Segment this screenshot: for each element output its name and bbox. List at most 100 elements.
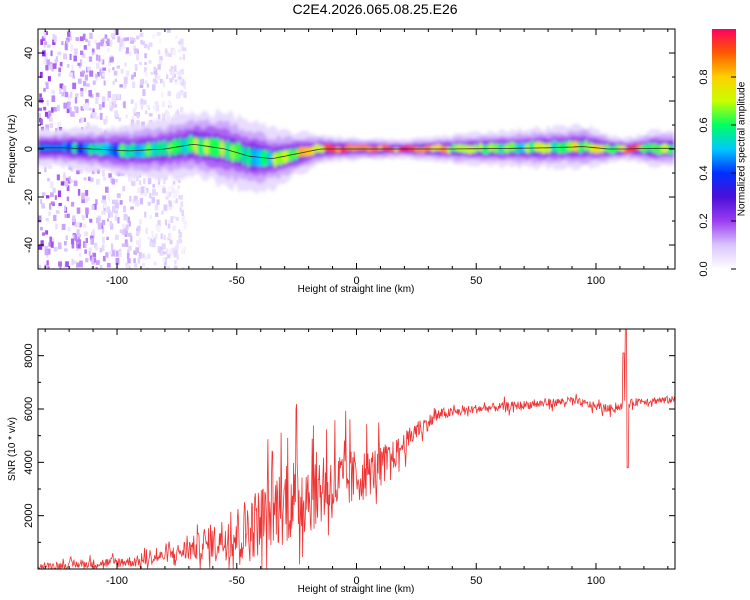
noise-cell <box>116 94 120 99</box>
noise-cell <box>89 70 94 77</box>
noise-cell <box>137 225 141 231</box>
noise-cell <box>144 62 147 66</box>
noise-cell <box>107 194 111 202</box>
ridge-peak <box>550 140 559 153</box>
noise-cell <box>77 78 82 84</box>
noise-cell <box>114 199 119 203</box>
noise-cell <box>73 48 78 55</box>
noise-cell <box>155 223 159 231</box>
noise-cell <box>109 250 112 255</box>
noise-cell <box>139 79 144 85</box>
noise-cell <box>179 56 182 61</box>
noise-cell <box>157 180 160 185</box>
noise-cell <box>166 191 169 199</box>
noise-cell <box>50 192 54 198</box>
noise-cell <box>182 47 187 52</box>
noise-cell <box>130 40 134 44</box>
ridge-peak <box>87 143 94 156</box>
noise-cell <box>50 201 55 205</box>
noise-cell <box>78 64 81 68</box>
noise-cell <box>97 71 100 77</box>
noise-cell <box>145 227 148 234</box>
noise-cell <box>117 217 120 224</box>
noise-cell <box>141 253 145 258</box>
y-tick-label: 4000 <box>23 450 35 474</box>
noise-cell <box>153 105 157 110</box>
noise-cell <box>85 207 89 215</box>
ridge-peak <box>446 146 451 155</box>
noise-cell <box>41 192 46 197</box>
noise-cell <box>48 165 53 169</box>
noise-cell <box>43 106 47 111</box>
noise-cell <box>180 201 184 207</box>
noise-cell <box>82 81 87 87</box>
noise-cell <box>72 215 76 223</box>
noise-cell <box>101 226 105 234</box>
noise-cell <box>62 175 66 182</box>
noise-cell <box>154 72 159 79</box>
noise-cell <box>66 37 70 43</box>
noise-cell <box>161 113 165 120</box>
spectrogram-ridge <box>38 107 674 194</box>
noise-cell <box>177 188 180 194</box>
colorbar-tick-label: 0.6 <box>698 117 710 132</box>
noise-cell <box>135 230 140 237</box>
noise-cell <box>120 68 124 74</box>
ridge-peak <box>335 146 342 154</box>
noise-cell <box>45 124 49 131</box>
noise-cell <box>128 232 132 237</box>
noise-cell <box>133 72 136 77</box>
snr-x-axis: -100 -50 0 50 100 <box>44 329 669 587</box>
noise-cell <box>141 121 145 128</box>
noise-cell <box>83 45 87 50</box>
x-tick-label: -100 <box>106 575 128 587</box>
noise-cell <box>176 109 179 115</box>
noise-cell <box>102 170 105 177</box>
noise-cell <box>147 45 150 51</box>
noise-cell <box>46 59 50 66</box>
noise-cell <box>167 204 171 209</box>
noise-cell <box>135 102 138 110</box>
noise-cell <box>95 73 98 78</box>
noise-cell <box>99 112 103 120</box>
noise-cell <box>95 97 99 104</box>
colorbar: 0.0 0.2 0.4 0.6 0.8 Normalized spectral ampl… <box>698 29 748 277</box>
noise-cell <box>103 119 107 125</box>
noise-cell <box>63 241 67 246</box>
noise-cell <box>151 242 156 248</box>
noise-cell <box>40 39 44 45</box>
noise-cell <box>115 250 119 257</box>
noise-cell <box>157 114 161 120</box>
noise-cell <box>67 227 71 232</box>
ridge-peak <box>451 143 457 152</box>
noise-cell <box>129 195 132 202</box>
noise-cell <box>161 103 166 108</box>
noise-cell <box>170 71 174 76</box>
noise-cell <box>139 219 142 225</box>
noise-cell <box>114 94 118 101</box>
noise-cell <box>80 87 84 91</box>
noise-cell <box>40 226 43 231</box>
noise-cell <box>90 177 94 182</box>
noise-cell <box>86 197 90 201</box>
ridge-peak <box>583 140 589 152</box>
spectrogram-noise <box>38 29 188 269</box>
noise-cell <box>161 91 164 98</box>
noise-cell <box>136 35 140 40</box>
noise-cell <box>57 73 61 77</box>
noise-cell <box>136 175 139 181</box>
noise-cell <box>64 205 67 212</box>
noise-cell <box>132 38 136 43</box>
noise-cell <box>113 70 118 76</box>
ridge-peak <box>419 147 426 154</box>
noise-cell <box>68 176 71 182</box>
noise-cell <box>132 108 137 113</box>
noise-cell <box>154 192 158 196</box>
colorbar-tick-label: 0.4 <box>698 165 710 180</box>
noise-cell <box>73 55 77 62</box>
noise-cell <box>176 243 179 250</box>
noise-cell <box>132 198 135 204</box>
noise-cell <box>132 81 136 89</box>
noise-cell <box>147 253 151 260</box>
noise-cell <box>86 83 90 87</box>
